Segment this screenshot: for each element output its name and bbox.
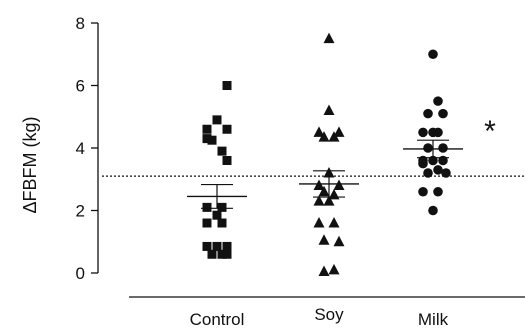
circle-marker — [428, 49, 438, 60]
square-marker — [222, 249, 232, 259]
triangle-marker — [323, 32, 335, 44]
triangle-marker — [318, 234, 330, 245]
circle-marker — [441, 168, 451, 178]
triangle-marker — [333, 235, 345, 247]
square-marker — [202, 124, 212, 134]
triangle-marker — [318, 131, 330, 142]
circle-marker — [423, 108, 433, 119]
triangle-marker — [313, 126, 325, 137]
circle-marker — [438, 143, 448, 153]
square-marker — [202, 202, 212, 212]
triangle-marker — [328, 217, 340, 228]
circle-marker — [433, 127, 443, 138]
triangle-marker — [313, 179, 325, 190]
triangle-marker — [333, 126, 345, 137]
x-axis: Control Soy Milk — [129, 296, 525, 329]
circle-marker — [418, 158, 428, 169]
square-marker — [222, 124, 232, 134]
square-marker — [202, 241, 212, 251]
x-tick-label: Soy — [314, 305, 344, 324]
square-marker — [222, 241, 232, 251]
square-marker — [222, 81, 232, 90]
square-marker — [202, 218, 212, 228]
square-marker — [222, 156, 232, 165]
y-tick-label: 2 — [76, 202, 85, 221]
triangle-marker — [328, 263, 340, 275]
square-marker — [212, 241, 222, 251]
triangle-marker — [323, 195, 335, 206]
y-axis: 0 2 4 6 8 — [76, 14, 99, 283]
x-tick-label: Milk — [418, 310, 449, 329]
y-axis-title: ΔFBFM (kg) — [20, 116, 40, 213]
circle-marker — [423, 143, 433, 153]
y-tick-label: 6 — [76, 77, 85, 96]
y-tick-label: 8 — [76, 14, 85, 33]
mean-sem-bars — [187, 139, 463, 209]
triangle-marker — [318, 265, 330, 276]
square-marker — [217, 202, 227, 212]
circle-marker — [433, 186, 443, 197]
significance-annotation: * — [484, 115, 496, 148]
square-marker — [217, 249, 227, 259]
y-tick-label: 0 — [76, 264, 85, 283]
circle-marker — [428, 205, 438, 216]
circle-marker — [418, 127, 428, 138]
square-marker — [207, 135, 217, 145]
triangle-marker — [313, 195, 325, 206]
circle-marker — [423, 168, 433, 178]
x-tick-label: Control — [190, 310, 245, 329]
square-marker — [212, 210, 222, 220]
y-tick-label: 4 — [76, 139, 85, 158]
circle-marker — [418, 186, 428, 197]
triangle-marker — [323, 104, 335, 115]
square-marker — [212, 115, 222, 125]
triangle-marker — [313, 217, 325, 228]
data-markers — [202, 32, 451, 276]
circle-marker — [433, 96, 443, 106]
triangle-marker — [318, 185, 330, 197]
square-marker — [202, 134, 212, 144]
square-marker — [217, 218, 227, 228]
square-marker — [207, 249, 217, 259]
square-marker — [217, 146, 227, 156]
triangle-marker — [333, 179, 345, 190]
circle-marker — [438, 108, 448, 119]
circle-marker — [433, 165, 443, 175]
triangle-marker — [328, 131, 340, 142]
